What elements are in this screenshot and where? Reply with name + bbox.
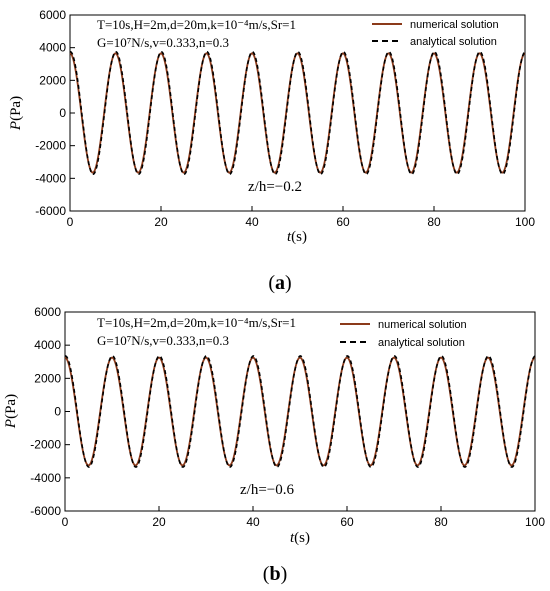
x-tick-label: 60 xyxy=(336,215,350,229)
y-tick-label: -4000 xyxy=(30,471,61,485)
legend-label-analytical: analytical solution xyxy=(410,36,497,48)
y-tick-label: 2000 xyxy=(34,371,61,385)
chart-panel-b: 0 20 40 60 80 100 6000 4000 2000 0 -2000 -4000 -600… xyxy=(3,305,545,585)
x-ticks: 0 20 40 60 80 100 xyxy=(62,506,545,529)
x-axis-title: t(s) xyxy=(287,229,307,245)
depth-annotation: z/h=−0.6 xyxy=(240,482,294,498)
series-group xyxy=(69,50,526,176)
legend-label-numerical: numerical solution xyxy=(410,19,499,31)
legend: numerical solution analytical solution xyxy=(340,319,467,349)
x-tick-label: 0 xyxy=(67,215,74,229)
y-tick-label: 0 xyxy=(59,106,66,120)
y-tick-label: 4000 xyxy=(34,338,61,352)
x-tick-label: 80 xyxy=(427,215,441,229)
series-group xyxy=(64,355,536,468)
x-tick-label: 60 xyxy=(340,515,354,529)
y-tick-label: 2000 xyxy=(39,73,66,87)
params-line-1: T=10s,H=2m,d=20m,k=10⁻⁴m/s,Sr=1 xyxy=(97,315,296,330)
series-line-numerical xyxy=(69,52,526,174)
params-line-2: G=10⁷N/s,v=0.333,n=0.3 xyxy=(97,333,229,348)
y-tick-label: 6000 xyxy=(34,305,61,319)
y-tick-label: 0 xyxy=(54,405,61,419)
y-tick-label: -6000 xyxy=(30,504,61,518)
x-tick-label: 100 xyxy=(515,215,535,229)
params-line-1: T=10s,H=2m,d=20m,k=10⁻⁴m/s,Sr=1 xyxy=(97,17,296,32)
legend-label-analytical: analytical solution xyxy=(378,337,465,349)
x-tick-label: 40 xyxy=(245,215,259,229)
depth-annotation: z/h=−0.2 xyxy=(248,179,302,195)
y-tick-label: 4000 xyxy=(39,41,66,55)
x-tick-label: 40 xyxy=(246,515,260,529)
series-line-numerical xyxy=(64,356,536,467)
series-line-analytical xyxy=(69,50,526,176)
y-axis-title: P(Pa) xyxy=(8,96,24,131)
x-ticks: 0 20 40 60 80 100 xyxy=(67,206,535,229)
legend: numerical solution analytical solution xyxy=(372,19,499,48)
panel-label-b: (b) xyxy=(263,563,287,585)
y-axis-title: P(Pa) xyxy=(3,394,19,429)
x-tick-label: 20 xyxy=(152,515,166,529)
y-ticks: 6000 4000 2000 0 -2000 -4000 -6000 xyxy=(30,305,70,518)
x-tick-label: 20 xyxy=(154,215,168,229)
y-tick-label: -2000 xyxy=(35,139,66,153)
x-tick-label: 0 xyxy=(62,515,69,529)
x-axis-title: t(s) xyxy=(290,530,310,546)
y-tick-label: -6000 xyxy=(35,204,66,218)
params-line-2: G=10⁷N/s,v=0.333,n=0.3 xyxy=(97,35,229,50)
y-tick-label: 6000 xyxy=(39,8,66,22)
x-tick-label: 100 xyxy=(525,515,545,529)
legend-label-numerical: numerical solution xyxy=(378,319,467,331)
panel-label-a: (a) xyxy=(268,272,291,294)
series-line-analytical xyxy=(64,355,536,468)
chart-panel-a: 0 20 40 60 80 100 6000 4000 2000 0 -2000 -4000 -600… xyxy=(8,8,535,294)
x-tick-label: 80 xyxy=(434,515,448,529)
y-ticks: 6000 4000 2000 0 -2000 -4000 -6000 xyxy=(35,8,75,218)
y-tick-label: -2000 xyxy=(30,438,61,452)
y-tick-label: -4000 xyxy=(35,171,66,185)
